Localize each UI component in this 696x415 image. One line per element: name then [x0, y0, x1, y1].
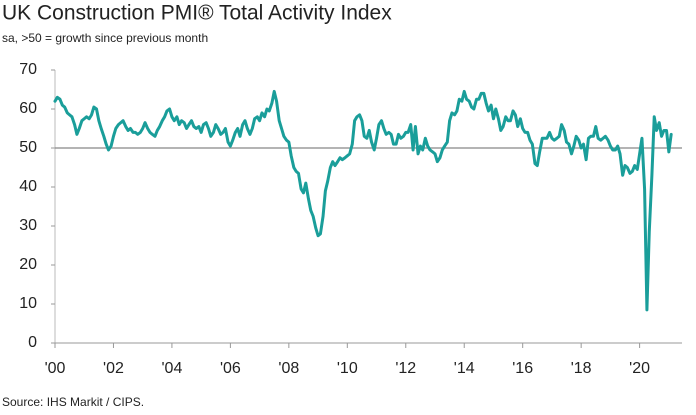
- x-tick-label: '16: [512, 360, 533, 377]
- chart-title: UK Construction PMI® Total Activity Inde…: [2, 2, 392, 25]
- y-tick-label: 40: [19, 178, 37, 195]
- chart-subtitle: sa, >50 = growth since previous month: [2, 31, 208, 45]
- x-tick-label: '10: [337, 360, 358, 377]
- y-tick-label: 30: [19, 217, 37, 234]
- y-tick-label: 0: [28, 334, 37, 351]
- data-line: [53, 89, 673, 312]
- x-tick-label: '02: [103, 360, 124, 377]
- x-tick-label: '04: [161, 360, 182, 377]
- x-tick-label: '12: [395, 360, 416, 377]
- x-tick-label: '20: [629, 360, 650, 377]
- source-note: Source: IHS Markit / CIPS.: [2, 395, 144, 409]
- y-tick-label: 10: [19, 295, 37, 312]
- y-tick-label: 20: [19, 256, 37, 273]
- x-tick-label: '00: [45, 360, 66, 377]
- x-tick-label: '14: [454, 360, 475, 377]
- x-tick-label: '18: [571, 360, 592, 377]
- x-tick-label: '06: [220, 360, 241, 377]
- y-tick-label: 70: [19, 61, 37, 78]
- y-tick-label: 50: [19, 139, 37, 156]
- y-tick-label: 60: [19, 100, 37, 117]
- x-tick-label: '08: [278, 360, 299, 377]
